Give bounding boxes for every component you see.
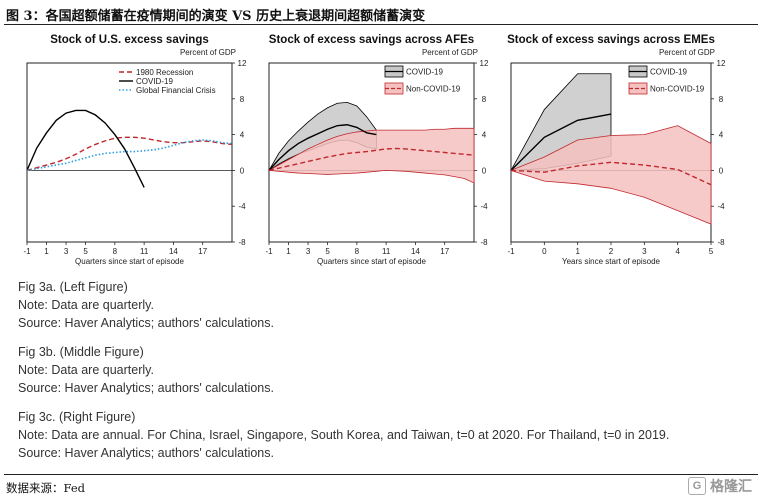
y-tick-label: -8 — [717, 238, 725, 247]
x-tick-label: 17 — [198, 247, 207, 256]
watermark: G 格隆汇 — [688, 476, 752, 496]
x-tick-label: 17 — [440, 247, 449, 256]
note-line: Source: Haver Analytics; authors' calcul… — [18, 316, 274, 330]
y-tick-label: -4 — [238, 202, 246, 211]
y-tick-label: 0 — [240, 166, 245, 175]
x-tick-label: 14 — [411, 247, 420, 256]
x-tick-label: 0 — [542, 247, 547, 256]
y-tick-label: 12 — [238, 59, 247, 68]
legend-label: Non-COVID-19 — [406, 85, 461, 94]
source-line: 数据来源：Fed — [6, 481, 86, 495]
x-tick-label: 1 — [286, 247, 291, 256]
series-line — [268, 147, 475, 172]
note-line: Note: Data are quarterly. — [18, 298, 154, 312]
y-axis-label: Percent of GDP — [659, 48, 715, 57]
x-tick-label: 8 — [113, 247, 118, 256]
y-tick-label: 4 — [240, 131, 245, 140]
note-line: Note: Data are annual. For China, Israel… — [18, 428, 670, 442]
bottom-rule — [4, 474, 758, 475]
y-tick-label: -4 — [480, 202, 488, 211]
top-rule — [4, 24, 758, 25]
note-line: Source: Haver Analytics; authors' calcul… — [18, 446, 274, 460]
y-tick-label: -8 — [480, 238, 488, 247]
x-tick-label: 8 — [355, 247, 360, 256]
watermark-text: 格隆汇 — [710, 478, 752, 494]
x-tick-label: 14 — [169, 247, 178, 256]
chart-title: Stock of excess savings across EMEs — [507, 34, 715, 46]
note-title: Fig 3b. (Middle Figure) — [18, 345, 144, 359]
series-line — [510, 161, 712, 186]
x-tick-label: 3 — [64, 247, 69, 256]
y-tick-label: -4 — [717, 202, 725, 211]
note-block-b: Fig 3b. (Middle Figure) Note: Data are q… — [18, 343, 274, 397]
note-title: Fig 3a. (Left Figure) — [18, 280, 128, 294]
y-tick-label: 8 — [240, 95, 245, 104]
chart-title: Stock of U.S. excess savings — [50, 34, 209, 46]
series-line — [268, 124, 377, 171]
y-tick-label: -8 — [238, 238, 246, 247]
x-tick-label: 3 — [306, 247, 311, 256]
plot-frame — [26, 62, 233, 243]
legend-label: Global Financial Crisis — [136, 86, 216, 95]
legend-label: Non-COVID-19 — [650, 85, 705, 94]
series-line — [510, 113, 612, 171]
legend-label: COVID-19 — [136, 77, 173, 86]
chart-title: Stock of excess savings across AFEs — [269, 34, 474, 46]
x-axis-label: Quarters since start of episode — [317, 257, 426, 266]
y-tick-label: 4 — [482, 131, 487, 140]
x-tick-label: 4 — [675, 247, 680, 256]
y-tick-label: 12 — [480, 59, 489, 68]
y-tick-label: 0 — [482, 166, 487, 175]
x-tick-label: 3 — [642, 247, 647, 256]
y-tick-label: 8 — [719, 95, 724, 104]
y-tick-label: 0 — [719, 166, 724, 175]
x-tick-label: 5 — [709, 247, 714, 256]
x-tick-label: 11 — [140, 247, 149, 256]
y-axis-label: Percent of GDP — [422, 48, 478, 57]
y-tick-label: 8 — [482, 95, 487, 104]
x-axis-label: Quarters since start of episode — [75, 257, 184, 266]
series-line — [26, 136, 233, 172]
legend-label: COVID-19 — [650, 68, 687, 77]
x-tick-label: 1 — [44, 247, 49, 256]
series-line — [26, 139, 233, 172]
x-tick-label: -1 — [507, 247, 515, 256]
legend-label: 1980 Recession — [136, 68, 193, 77]
y-tick-label: 12 — [717, 59, 726, 68]
x-tick-label: 2 — [609, 247, 614, 256]
y-tick-label: 4 — [719, 131, 724, 140]
note-line: Note: Data are quarterly. — [18, 363, 154, 377]
note-title: Fig 3c. (Right Figure) — [18, 410, 136, 424]
legend-label: COVID-19 — [406, 68, 443, 77]
x-tick-label: 11 — [382, 247, 391, 256]
note-block-a: Fig 3a. (Left Figure) Note: Data are qua… — [18, 278, 274, 332]
x-tick-label: 1 — [575, 247, 580, 256]
figure-title: 图 3：各国超额储蓄在疫情期间的演变 VS 历史上衰退期间超额储蓄演变 — [6, 9, 426, 24]
watermark-logo-icon: G — [688, 477, 706, 495]
x-tick-label: 5 — [83, 247, 88, 256]
x-tick-label: -1 — [265, 247, 273, 256]
confidence-band — [509, 125, 712, 225]
x-tick-label: -1 — [23, 247, 31, 256]
series-line — [26, 109, 145, 188]
charts-canvas: Stock of U.S. excess savings Percent of G… — [23, 34, 726, 266]
x-tick-label: 5 — [325, 247, 330, 256]
x-axis-label: Years since start of episode — [562, 257, 661, 266]
confidence-band — [267, 127, 475, 184]
note-line: Source: Haver Analytics; authors' calcul… — [18, 381, 274, 395]
note-block-c: Fig 3c. (Right Figure) Note: Data are an… — [18, 408, 669, 462]
y-axis-label: Percent of GDP — [180, 48, 236, 57]
